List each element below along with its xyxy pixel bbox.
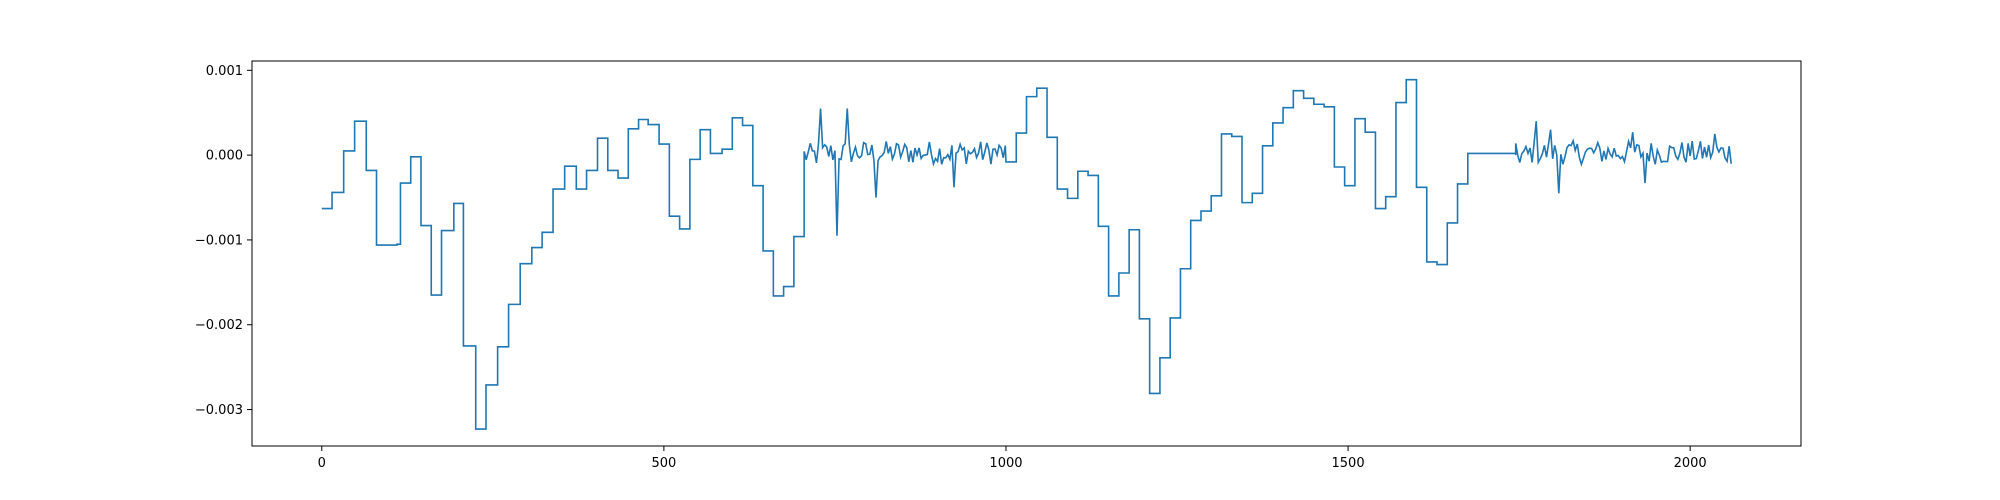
x-tick-label: 1500 <box>1332 456 1365 471</box>
y-tick-label: −0.002 <box>195 318 243 333</box>
plot-area <box>321 78 1733 430</box>
y-tick-label: −0.003 <box>195 403 243 418</box>
y-tick-label: −0.001 <box>195 233 243 248</box>
x-axis: 0 500 1000 1500 2000 <box>318 446 1707 471</box>
axes-frame <box>251 60 1802 447</box>
y-tick-label: 0.000 <box>206 149 243 164</box>
x-tick-label: 1000 <box>989 456 1022 471</box>
x-tick-label: 500 <box>651 456 676 471</box>
series-line <box>321 78 1733 430</box>
x-tick-label: 2000 <box>1674 456 1707 471</box>
x-tick-label: 0 <box>318 456 326 471</box>
y-tick-label: 0.001 <box>206 64 243 79</box>
y-axis: 0.001 0.000 −0.001 −0.002 −0.003 <box>195 64 252 418</box>
